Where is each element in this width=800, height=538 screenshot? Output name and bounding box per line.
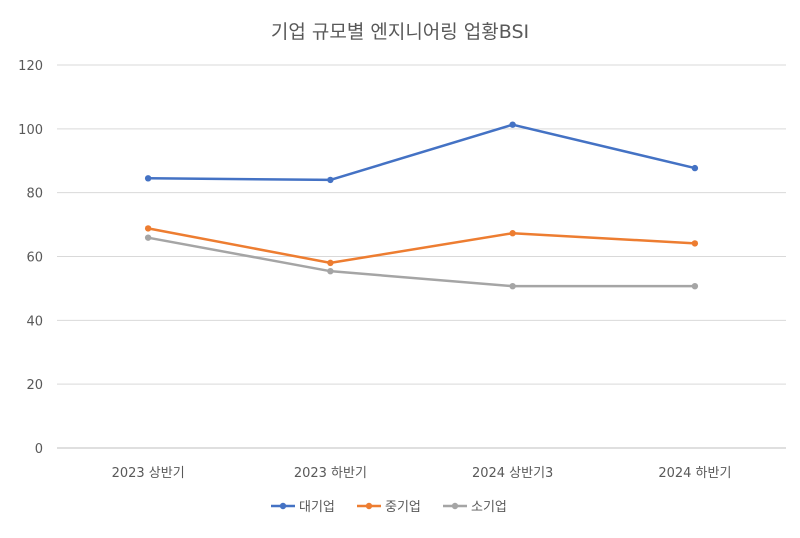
- legend-label: 소기업: [471, 500, 507, 515]
- data-point: [327, 176, 334, 184]
- data-point: [509, 230, 516, 237]
- series-group: [144, 121, 699, 290]
- data-point: [509, 121, 516, 128]
- series-1: [144, 121, 699, 184]
- data-point: [144, 225, 152, 232]
- legend-label: 대기업: [299, 500, 335, 515]
- x-tick-label: 2024 상반기3: [472, 466, 553, 481]
- legend-label: 중기업: [385, 500, 421, 515]
- x-axis-ticks: 2023 상반기 2023 하반기 2024 상반기3 2024 하반기: [112, 466, 732, 481]
- y-tick-label: 20: [26, 378, 43, 393]
- x-tick-label: 2023 하반기: [294, 466, 367, 481]
- data-point: [691, 164, 699, 172]
- y-axis-ticks: 0 20 40 60 80 100 120: [18, 59, 43, 457]
- y-tick-label: 80: [26, 187, 43, 202]
- data-point: [144, 234, 152, 241]
- data-point: [144, 175, 152, 182]
- y-tick-label: 40: [26, 314, 43, 329]
- chart-title: 기업 규모별 엔지니어링 업황BSI: [271, 21, 529, 43]
- data-point: [327, 259, 334, 267]
- y-tick-label: 0: [35, 442, 43, 457]
- data-point: [509, 282, 516, 290]
- legend-item: 중기업: [357, 500, 421, 515]
- y-tick-label: 60: [26, 251, 43, 266]
- data-point: [327, 267, 334, 275]
- legend-item: 대기업: [271, 500, 335, 515]
- series-line: [146, 236, 697, 288]
- series-2: [144, 225, 699, 267]
- x-tick-label: 2023 상반기: [112, 466, 185, 481]
- data-point: [691, 240, 699, 247]
- y-tick-label: 100: [18, 123, 43, 138]
- legend-marker: [279, 502, 287, 510]
- legend-item: 소기업: [443, 500, 507, 515]
- series-line: [146, 123, 697, 182]
- data-point: [691, 282, 699, 290]
- legend: 대기업 중기업 소기업: [271, 500, 507, 515]
- series-3: [144, 234, 699, 290]
- series-line: [146, 227, 697, 265]
- legend-marker: [365, 502, 373, 510]
- legend-marker: [451, 502, 459, 510]
- gridlines: [57, 64, 786, 449]
- x-tick-label: 2024 하반기: [658, 466, 731, 481]
- y-tick-label: 120: [18, 59, 43, 74]
